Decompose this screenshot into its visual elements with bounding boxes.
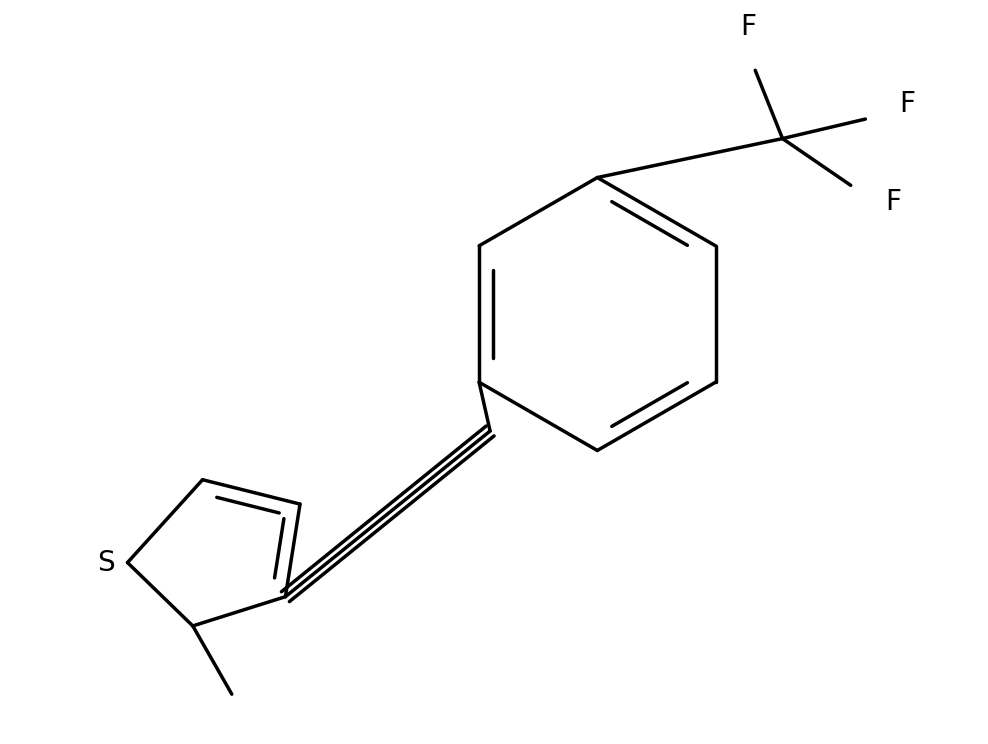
Text: F: F <box>885 188 901 216</box>
Text: F: F <box>740 13 757 41</box>
Text: F: F <box>899 91 916 118</box>
Text: S: S <box>97 548 115 577</box>
